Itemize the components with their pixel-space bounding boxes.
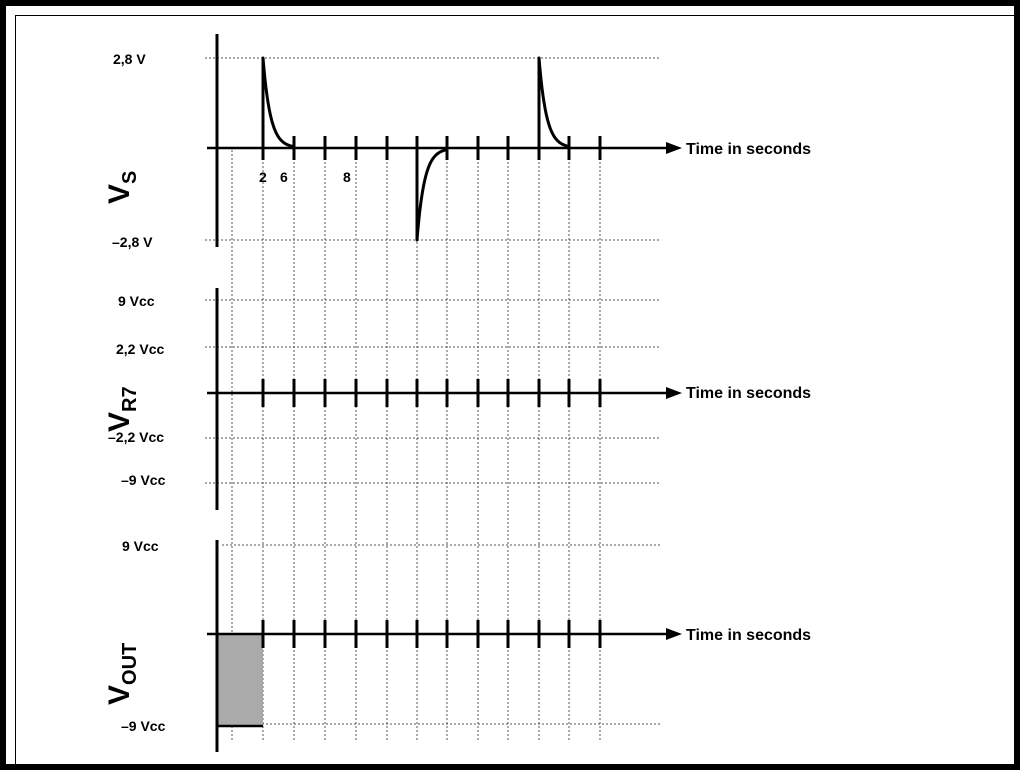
axes xyxy=(207,34,682,752)
vs-tick-label-2: 2 xyxy=(259,169,267,185)
vout-top-level-label: 9 Vcc xyxy=(122,538,159,554)
vs-y-axis-title: VS xyxy=(103,171,141,204)
inner-frame xyxy=(15,15,1017,767)
vout-shaded-region xyxy=(218,634,263,726)
vout-bottom-level-label: –9 Vcc xyxy=(121,718,166,734)
waveforms xyxy=(218,56,571,728)
svg-text:VR7: VR7 xyxy=(103,386,141,432)
vr7-y-axis-title-main: V xyxy=(103,412,136,432)
vs-tick-label-6: 6 xyxy=(280,169,288,185)
vr7-label-9vcc: 9 Vcc xyxy=(118,293,155,309)
vr7-time-axis-label: Time in seconds xyxy=(686,385,811,402)
vr7-label-neg-2-2vcc: –2,2 Vcc xyxy=(108,429,164,445)
vr7-label-2-2vcc: 2,2 Vcc xyxy=(116,341,164,357)
vr7-y-axis-title-sub: R7 xyxy=(119,386,141,412)
vs-pulse-negative xyxy=(415,147,449,242)
vout-time-axis-label: Time in seconds xyxy=(686,627,811,644)
vs-y-axis-title-main: V xyxy=(103,184,136,204)
vr7-y-axis-title: VR7 xyxy=(103,386,141,432)
vs-time-axis-arrowhead xyxy=(666,142,682,154)
vout-time-axis-arrowhead xyxy=(666,628,682,640)
vs-time-axis-label: Time in seconds xyxy=(686,141,811,158)
vout-y-axis-title-sub: OUT xyxy=(119,643,141,685)
vout-shaded-area xyxy=(218,634,263,726)
vr7-label-neg-9vcc: –9 Vcc xyxy=(121,472,166,488)
vs-top-level-label: 2,8 V xyxy=(113,51,146,67)
vs-y-axis-title-sub: S xyxy=(119,171,141,184)
vout-y-axis-title: VOUT xyxy=(103,643,141,705)
svg-text:VOUT: VOUT xyxy=(103,643,141,705)
vout-y-axis-title-main: V xyxy=(103,685,136,705)
vs-pulse-positive xyxy=(261,56,295,149)
vs-bottom-level-label: –2,8 V xyxy=(112,234,153,250)
vs-tick-label-8: 8 xyxy=(343,169,351,185)
svg-text:VS: VS xyxy=(103,171,141,204)
vr7-time-axis-arrowhead xyxy=(666,387,682,399)
vs-pulse-positive xyxy=(537,56,571,149)
